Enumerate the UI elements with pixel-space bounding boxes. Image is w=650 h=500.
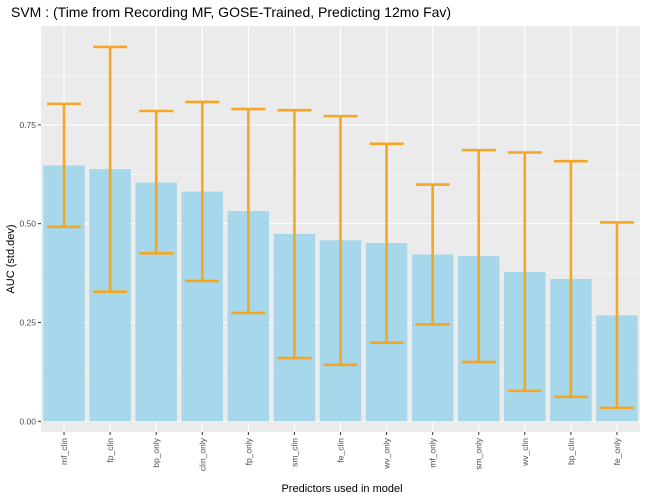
y-tick-label: 0.25 [19, 317, 36, 327]
x-tick-label: fp_only [243, 437, 253, 465]
x-tick-label: sm_only [474, 437, 484, 469]
x-tick-label: wv_clin [520, 438, 530, 467]
x-tick-label: wv_only [382, 437, 392, 469]
y-axis-title: AUC (std.dev) [5, 224, 17, 293]
x-axis: mf_clin fp_clin bp_only clin_only fp_only sm_… [59, 432, 622, 471]
x-tick-label: fe_only [612, 437, 622, 465]
x-tick-label: bp_clin [566, 438, 576, 465]
x-tick-label: mf_only [428, 437, 438, 468]
bars [43, 165, 638, 422]
x-tick-label: fe_clin [336, 438, 346, 463]
y-tick-label: 0.50 [19, 219, 36, 229]
x-tick-label: clin_only [197, 437, 207, 471]
error-bars [47, 45, 634, 410]
y-tick-label: 0.00 [19, 416, 36, 426]
x-tick-label: fp_clin [105, 438, 115, 463]
y-tick-label: 0.75 [19, 120, 36, 130]
x-tick-label: bp_only [151, 437, 161, 468]
x-axis-title: Predictors used in model [281, 483, 402, 495]
x-tick-label: sm_clin [289, 438, 299, 467]
x-tick-label: mf_clin [59, 438, 69, 465]
chart-title: SVM : (Time from Recording MF, GOSE-Trai… [11, 4, 451, 20]
y-axis: 0.00 0.25 0.50 0.75 [19, 120, 41, 426]
